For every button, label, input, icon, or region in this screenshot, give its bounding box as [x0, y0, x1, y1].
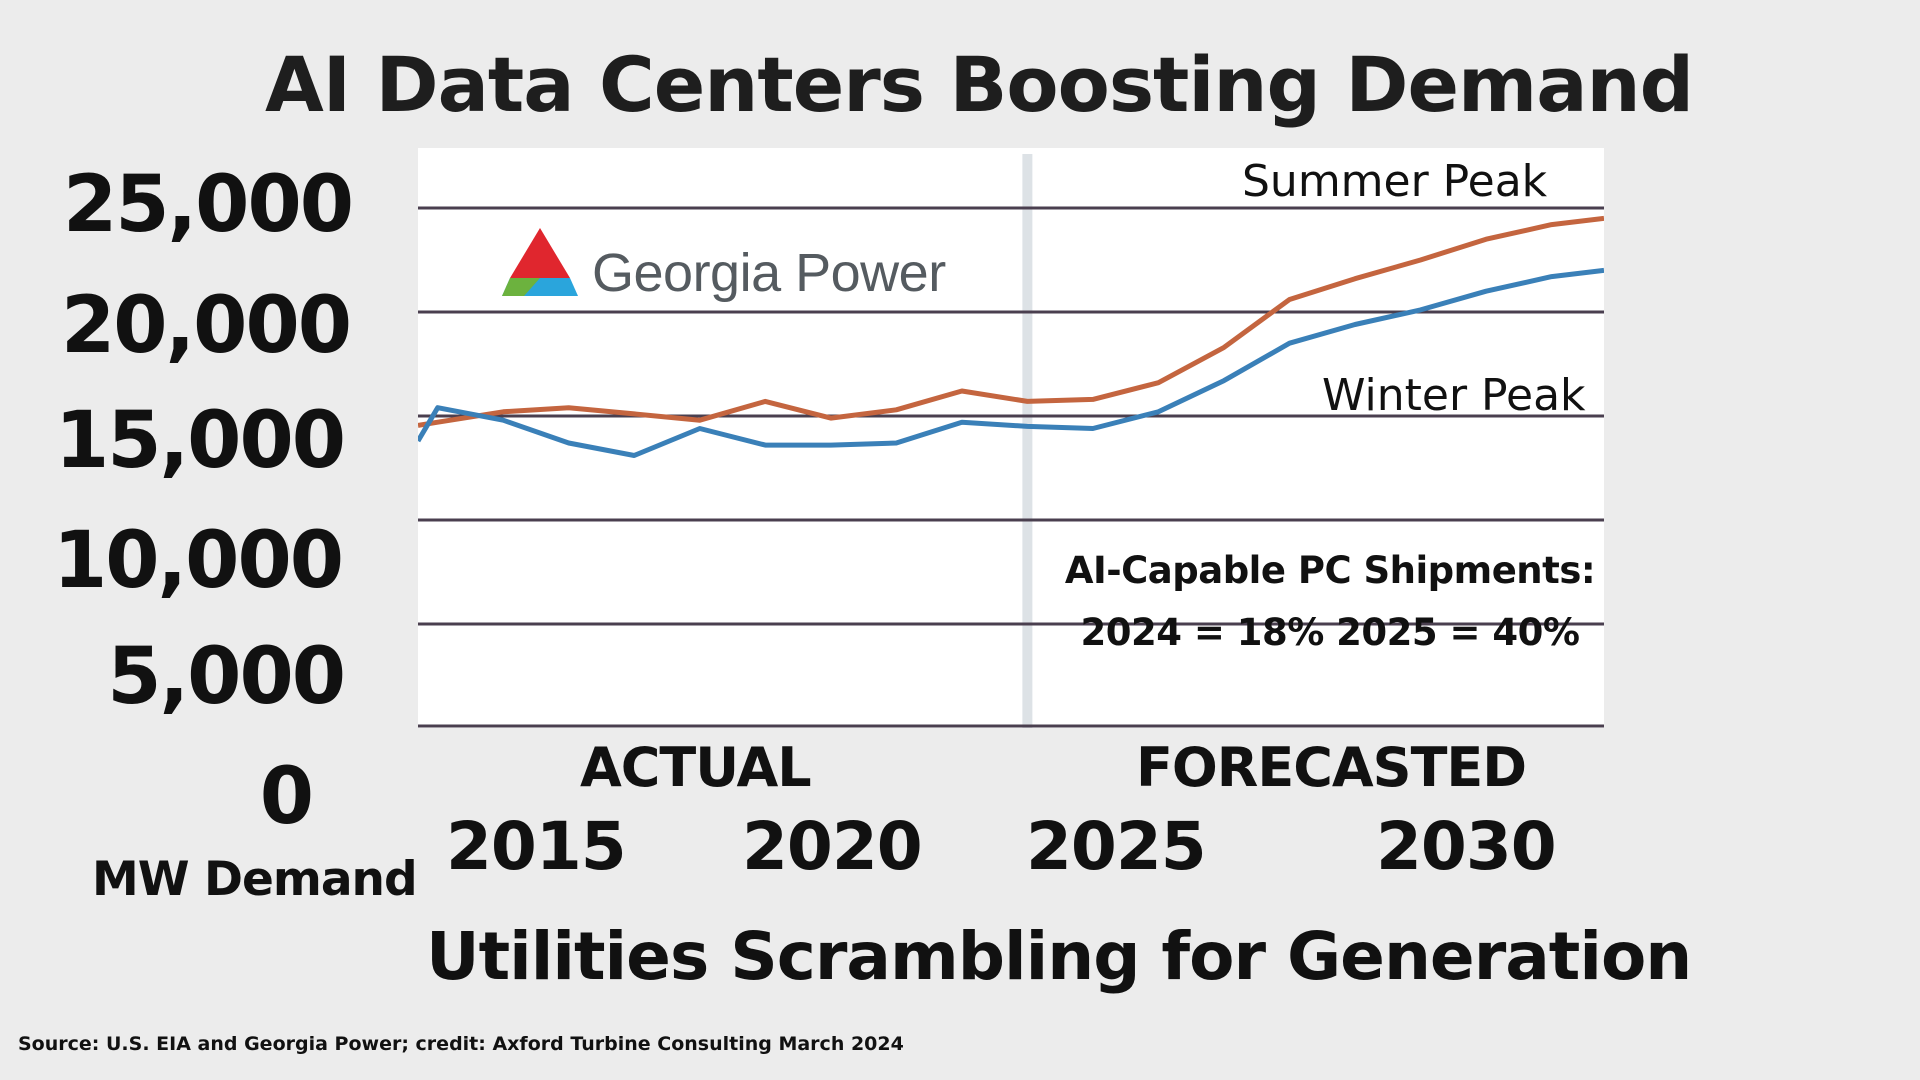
- chart-subtitle: Utilities Scrambling for Generation: [426, 918, 1692, 995]
- line-chart: [418, 154, 1604, 728]
- x-tick-label: 2015: [446, 808, 627, 885]
- georgia-power-triangle-logo-icon: [502, 228, 578, 296]
- annotation-line-2: 2024 = 18% 2025 = 40%: [1080, 611, 1581, 654]
- annotation-line-1: AI-Capable PC Shipments:: [1064, 549, 1596, 592]
- georgia-power-logo: Georgia Power: [500, 224, 960, 304]
- x-tick-label: 2020: [742, 808, 923, 885]
- forecasted-region-label: FORECASTED: [1136, 736, 1527, 799]
- logo-text: Georgia Power: [592, 243, 946, 303]
- y-tick-label: 10,000: [53, 516, 344, 606]
- y-tick-label: 25,000: [63, 160, 354, 250]
- winter-peak-label: Winter Peak: [1322, 370, 1586, 421]
- actual-region-label: ACTUAL: [580, 736, 812, 799]
- winter-peak-line: [418, 267, 1604, 458]
- annotation: AI-Capable PC Shipments: 2024 = 18% 2025…: [1040, 540, 1620, 664]
- x-tick-label: 2025: [1026, 808, 1207, 885]
- source-credit: Source: U.S. EIA and Georgia Power; cred…: [18, 1033, 904, 1055]
- y-tick-label: 0: [259, 752, 314, 842]
- y-axis-label: MW Demand: [92, 852, 418, 907]
- summer-peak-label: Summer Peak: [1242, 156, 1548, 207]
- chart-title: AI Data Centers Boosting Demand: [264, 40, 1694, 129]
- y-tick-label: 20,000: [61, 281, 352, 371]
- plot-area: Summer Peak Winter Peak: [418, 148, 1604, 728]
- y-tick-label: 15,000: [55, 396, 346, 486]
- summer-peak-line: [418, 215, 1604, 428]
- y-tick-label: 5,000: [107, 632, 346, 722]
- x-tick-label: 2030: [1376, 808, 1557, 885]
